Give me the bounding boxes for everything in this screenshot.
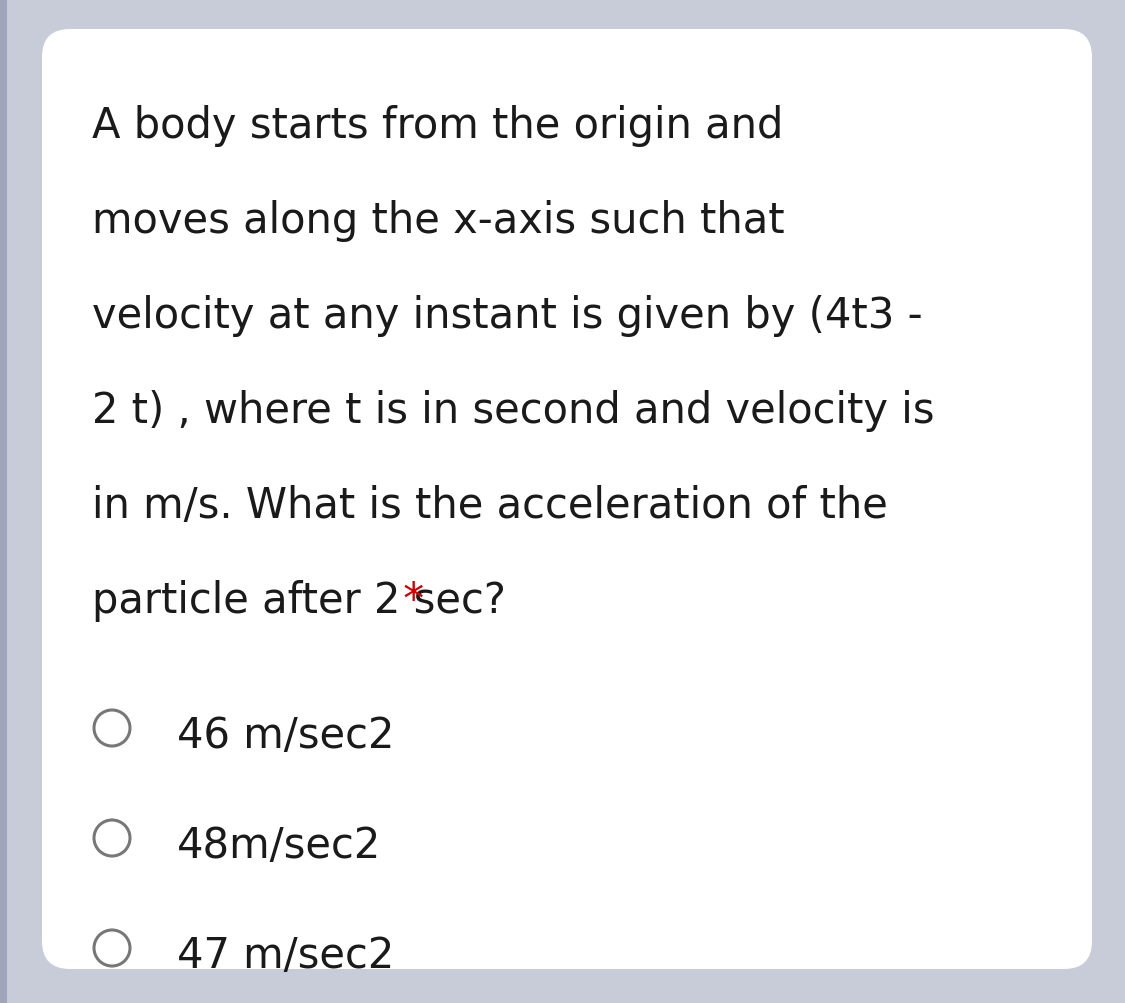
- Text: 47 m/sec2: 47 m/sec2: [177, 934, 394, 976]
- Text: 48m/sec2: 48m/sec2: [177, 824, 381, 867]
- Text: 2 t) , where t is in second and velocity is: 2 t) , where t is in second and velocity…: [92, 389, 935, 431]
- Bar: [0, 0, 7, 1003]
- Text: 46 m/sec2: 46 m/sec2: [177, 714, 395, 756]
- Text: A body starts from the origin and: A body starts from the origin and: [92, 105, 783, 146]
- FancyBboxPatch shape: [42, 30, 1092, 969]
- Text: moves along the x-axis such that: moves along the x-axis such that: [92, 200, 784, 242]
- Circle shape: [94, 930, 130, 966]
- Text: *: *: [390, 580, 424, 622]
- Text: in m/s. What is the acceleration of the: in m/s. What is the acceleration of the: [92, 484, 888, 527]
- Circle shape: [94, 710, 130, 746]
- Circle shape: [94, 820, 130, 857]
- Text: velocity at any instant is given by (4t3 -: velocity at any instant is given by (4t3…: [92, 295, 922, 337]
- Text: particle after 2 sec?: particle after 2 sec?: [92, 580, 506, 622]
